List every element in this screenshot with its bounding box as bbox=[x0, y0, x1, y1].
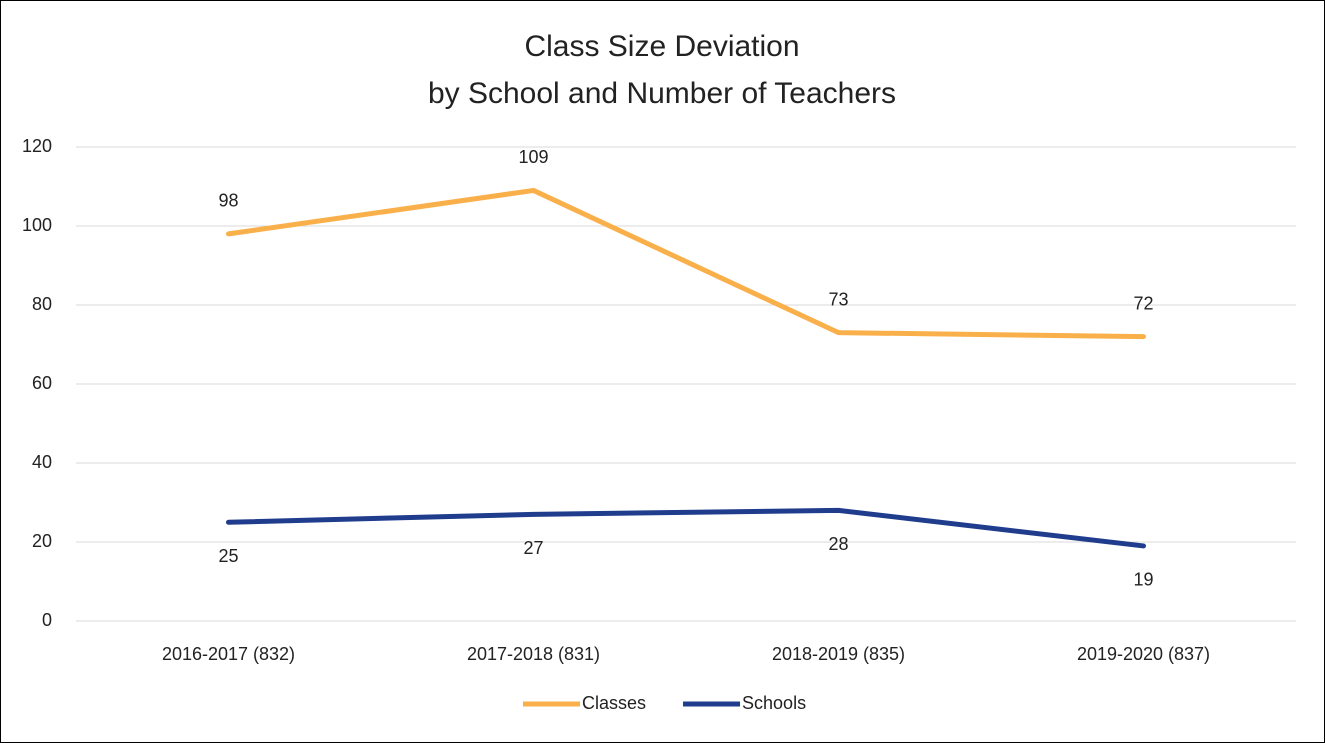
y-tick-label: 100 bbox=[22, 215, 52, 235]
x-tick-label: 2016-2017 (832) bbox=[162, 644, 295, 664]
legend-label: Classes bbox=[582, 693, 646, 713]
series-line bbox=[226, 507, 1146, 549]
y-tick-label: 80 bbox=[32, 294, 52, 314]
data-label: 19 bbox=[1133, 570, 1153, 590]
data-label: 28 bbox=[828, 534, 848, 554]
chart-subtitle: by School and Number of Teachers bbox=[428, 77, 896, 110]
chart-title: Class Size Deviation bbox=[524, 30, 799, 63]
data-label: 27 bbox=[523, 538, 543, 558]
series-line bbox=[226, 187, 1146, 340]
data-label: 109 bbox=[518, 147, 548, 167]
data-label: 72 bbox=[1133, 293, 1153, 313]
legend-label: Schools bbox=[742, 693, 806, 713]
data-label: 25 bbox=[218, 546, 238, 566]
data-label: 98 bbox=[218, 191, 238, 211]
x-tick-label: 2018-2019 (835) bbox=[772, 644, 905, 664]
x-tick-label: 2017-2018 (831) bbox=[467, 644, 600, 664]
data-label: 73 bbox=[828, 289, 848, 309]
y-tick-label: 20 bbox=[32, 531, 52, 551]
y-tick-label: 0 bbox=[42, 610, 52, 630]
x-tick-label: 2019-2020 (837) bbox=[1077, 644, 1210, 664]
y-tick-label: 40 bbox=[32, 452, 52, 472]
y-tick-label: 120 bbox=[22, 136, 52, 156]
y-tick-label: 60 bbox=[32, 373, 52, 393]
